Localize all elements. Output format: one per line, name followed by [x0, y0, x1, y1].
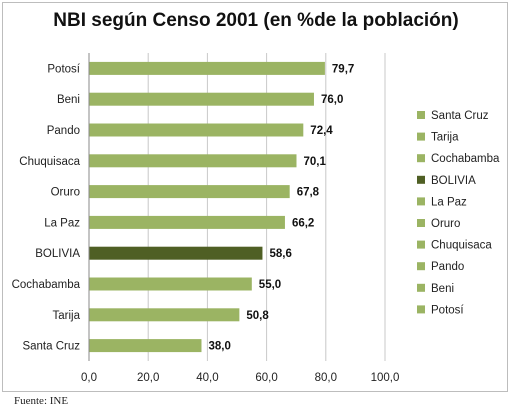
y-tick-label: Potosí	[47, 63, 80, 75]
data-label: 55,0	[259, 279, 281, 291]
source-note: Fuente: INE	[14, 395, 69, 407]
bar-oruro	[89, 185, 290, 199]
legend-item-la-paz: La Paz	[431, 196, 467, 208]
y-tick-label: BOLIVIA	[35, 248, 80, 260]
bar-santa-cruz	[89, 339, 202, 353]
bar-cochabamba	[89, 277, 252, 291]
data-label: 70,1	[303, 156, 326, 168]
legend-swatch	[417, 240, 425, 249]
bar-potosi	[89, 61, 325, 75]
data-label: 38,0	[208, 341, 230, 353]
legend-swatch	[417, 154, 425, 163]
legend-swatch	[417, 305, 425, 314]
legend-item-oruro: Oruro	[431, 218, 460, 230]
legend-swatch	[417, 111, 425, 119]
legend-item-tarija: Tarija	[431, 132, 459, 144]
data-label: 66,2	[292, 217, 314, 229]
bar-beni	[89, 92, 314, 106]
data-label: 50,8	[246, 310, 269, 322]
legend-swatch	[417, 262, 425, 271]
legend-item-bolivia: BOLIVIA	[431, 175, 476, 187]
legend-item-santa-cruz: Santa Cruz	[431, 110, 489, 122]
y-tick-label: La Paz	[44, 217, 80, 229]
legend-swatch	[417, 175, 425, 184]
y-tick-label: Santa Cruz	[22, 341, 80, 353]
legend-item-pando: Pando	[431, 261, 464, 273]
legend-item-chuquisaca: Chuquisaca	[431, 240, 492, 252]
x-tick-label: 80,0	[315, 372, 337, 384]
legend-item-beni: Beni	[431, 283, 454, 295]
data-label: 79,7	[332, 63, 354, 75]
y-tick-label: Chuquisaca	[19, 156, 80, 168]
y-tick-label: Tarija	[53, 310, 81, 322]
legend-item-potosi: Potosí	[431, 304, 464, 316]
x-tick-label: 0,0	[81, 372, 97, 384]
legend-swatch	[417, 283, 425, 292]
x-tick-label: 40,0	[196, 372, 218, 384]
y-tick-label: Beni	[57, 94, 80, 106]
x-tick-label: 100,0	[371, 372, 400, 384]
bar-chart: 0,0 20,0 40,0 60,0 80,0 100,0 Potosí 79,7 Beni 76…	[12, 53, 500, 384]
chart-title: NBI según Censo 2001 (en %de la població…	[53, 10, 459, 31]
x-tick-label: 60,0	[255, 372, 277, 384]
y-tick-label: Cochabamba	[12, 279, 81, 291]
data-label: 58,6	[269, 248, 291, 260]
bar-la-paz	[89, 215, 285, 229]
legend-swatch	[417, 197, 425, 206]
legend-swatch	[417, 132, 425, 141]
legend-item-cochabamba: Cochabamba	[431, 153, 500, 165]
y-tick-label: Oruro	[51, 187, 80, 199]
x-tick-label: 20,0	[137, 372, 159, 384]
data-label: 67,8	[297, 187, 320, 199]
y-tick-label: Pando	[47, 125, 80, 137]
data-label: 76,0	[321, 94, 343, 106]
bar-bolivia	[89, 246, 263, 260]
bar-chuquisaca	[89, 154, 297, 168]
legend-swatch	[417, 219, 425, 227]
bar-pando	[89, 123, 304, 137]
data-label: 72,4	[310, 125, 333, 137]
bar-tarija	[89, 308, 240, 322]
